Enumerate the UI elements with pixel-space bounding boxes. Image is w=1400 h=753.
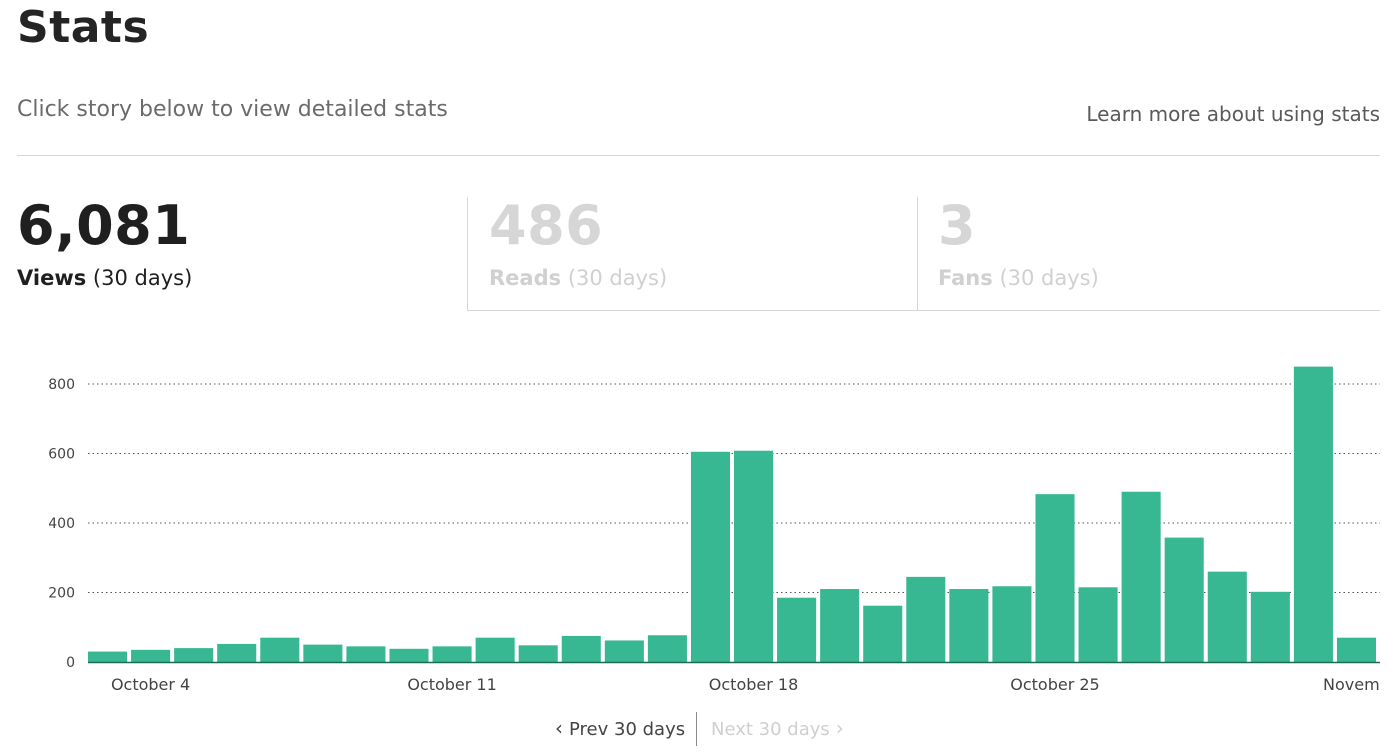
reads-count: 486 bbox=[489, 194, 604, 257]
stat-tab-fans[interactable]: 3 Fans (30 days) bbox=[917, 197, 1380, 311]
y-tick-label: 0 bbox=[66, 655, 75, 671]
bar[interactable] bbox=[303, 644, 343, 662]
x-tick-label: Novemb bbox=[1323, 675, 1390, 694]
bar[interactable] bbox=[88, 651, 128, 662]
bar[interactable] bbox=[1035, 494, 1075, 662]
fans-label-period: (30 days) bbox=[999, 266, 1099, 290]
x-tick-label: October 11 bbox=[407, 675, 496, 694]
views-count: 6,081 bbox=[17, 194, 191, 257]
x-tick-label: October 18 bbox=[709, 675, 798, 694]
views-label: Views (30 days) bbox=[17, 266, 467, 290]
bar[interactable] bbox=[1078, 587, 1118, 662]
fans-label-name: Fans bbox=[938, 266, 993, 290]
bar[interactable] bbox=[131, 649, 171, 662]
bar[interactable] bbox=[949, 589, 989, 662]
bar[interactable] bbox=[820, 589, 860, 662]
views-label-period: (30 days) bbox=[92, 266, 193, 290]
bar[interactable] bbox=[260, 637, 300, 662]
bar[interactable] bbox=[863, 605, 903, 662]
chevron-right-icon: › bbox=[835, 716, 844, 740]
learn-more-link[interactable]: Learn more about using stats bbox=[1086, 102, 1380, 126]
bar[interactable] bbox=[217, 643, 257, 662]
y-tick-label: 200 bbox=[48, 586, 75, 602]
next-30-days-label: Next 30 days bbox=[711, 719, 830, 740]
bar[interactable] bbox=[647, 635, 687, 662]
prev-30-days-button[interactable]: ‹ Prev 30 days bbox=[549, 716, 685, 740]
prev-30-days-label: Prev 30 days bbox=[569, 719, 686, 740]
bar[interactable] bbox=[1207, 571, 1247, 662]
reads-label-period: (30 days) bbox=[567, 266, 668, 290]
fans-label: Fans (30 days) bbox=[938, 266, 1380, 290]
bar[interactable] bbox=[906, 576, 946, 662]
bar[interactable] bbox=[174, 648, 214, 662]
bar[interactable] bbox=[1293, 366, 1333, 662]
views-bar-chart: 0 200 400 600 800 October 4 October 11 October … bbox=[48, 366, 1390, 694]
bar[interactable] bbox=[992, 586, 1032, 662]
y-tick-label: 800 bbox=[48, 377, 75, 393]
bar[interactable] bbox=[1121, 491, 1161, 662]
header-divider bbox=[17, 155, 1380, 156]
page-subtitle: Click story below to view detailed stats bbox=[17, 97, 448, 122]
views-label-name: Views bbox=[17, 266, 87, 290]
bar[interactable] bbox=[346, 646, 386, 662]
bar[interactable] bbox=[604, 640, 644, 662]
bar[interactable] bbox=[1164, 537, 1204, 662]
bar[interactable] bbox=[518, 645, 558, 662]
pager: ‹ Prev 30 days Next 30 days › bbox=[0, 712, 1400, 746]
next-30-days-button[interactable]: Next 30 days › bbox=[711, 716, 850, 740]
bar[interactable] bbox=[1250, 591, 1290, 662]
x-tick-label: October 25 bbox=[1010, 675, 1099, 694]
bar[interactable] bbox=[561, 635, 601, 662]
bar[interactable] bbox=[432, 646, 472, 662]
stat-tab-views[interactable]: 6,081 Views (30 days) bbox=[17, 197, 467, 311]
reads-label: Reads (30 days) bbox=[489, 266, 917, 290]
y-tick-label: 600 bbox=[48, 447, 75, 463]
pager-divider bbox=[696, 712, 697, 746]
bar[interactable] bbox=[690, 451, 730, 662]
chevron-left-icon: ‹ bbox=[555, 716, 563, 740]
y-tick-label: 400 bbox=[48, 516, 75, 532]
bar[interactable] bbox=[1336, 637, 1376, 662]
page-title: Stats bbox=[17, 2, 150, 53]
fans-count: 3 bbox=[938, 194, 977, 257]
reads-label-name: Reads bbox=[489, 266, 562, 290]
bar[interactable] bbox=[389, 648, 429, 662]
x-tick-label: October 4 bbox=[111, 675, 190, 694]
bar[interactable] bbox=[734, 450, 774, 662]
stat-tab-reads[interactable]: 486 Reads (30 days) bbox=[467, 197, 917, 311]
bar[interactable] bbox=[777, 597, 817, 662]
bar[interactable] bbox=[475, 637, 515, 662]
